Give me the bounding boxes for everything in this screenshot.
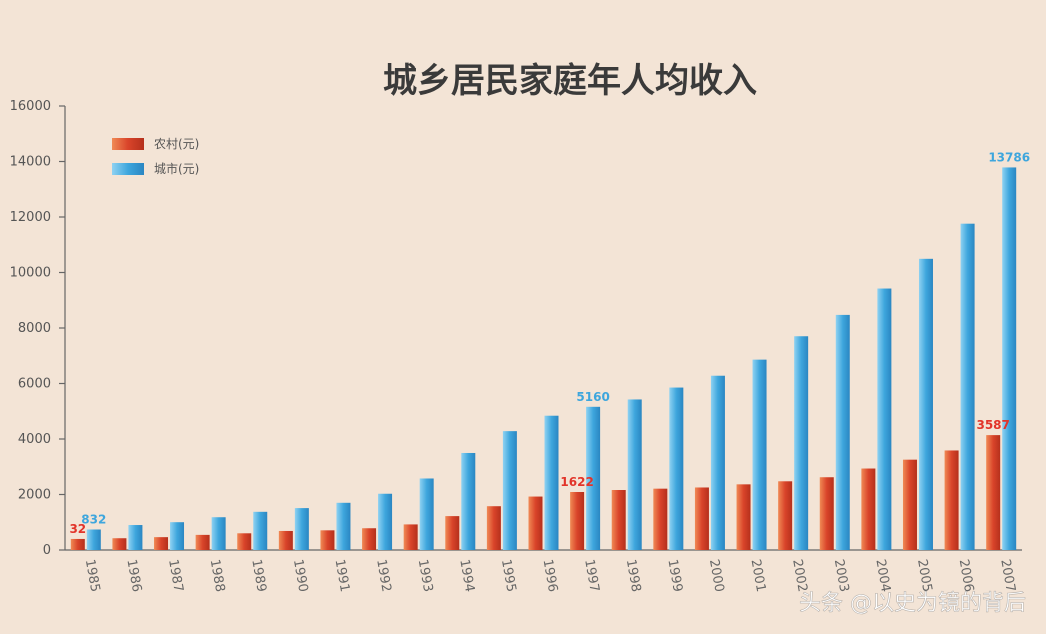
y-tick-label: 2000	[18, 488, 51, 503]
x-tick-label: 1996	[540, 558, 561, 593]
bar-urban-1986	[128, 525, 143, 550]
bar-rural-2001	[736, 484, 751, 550]
bar-urban-1997	[586, 406, 601, 550]
bar-rural-2003	[819, 477, 834, 550]
x-tick-label: 1998	[623, 558, 644, 593]
bar-rural-1986	[112, 538, 127, 550]
bar-urban-2003	[835, 314, 850, 550]
data-label-urban-2007: 13786	[988, 150, 1030, 164]
y-tick-label: 4000	[18, 432, 51, 447]
bar-rural-1995	[486, 506, 501, 550]
bar-urban-2000	[710, 375, 725, 550]
bar-urban-1990	[294, 508, 309, 550]
x-tick-label: 1987	[165, 558, 186, 593]
bar-urban-2001	[752, 359, 767, 550]
bar-rural-1989	[237, 533, 252, 550]
x-tick-label: 1989	[248, 558, 269, 593]
bar-rural-1997	[570, 492, 585, 550]
bar-rural-2000	[694, 487, 709, 550]
bar-rural-1993	[403, 524, 418, 550]
y-tick-label: 10000	[10, 266, 51, 281]
x-tick-label: 1995	[498, 558, 519, 593]
bar-rural-2005	[902, 459, 917, 550]
bar-urban-1996	[544, 415, 559, 550]
y-tick-label: 14000	[10, 155, 51, 170]
x-tick-label: 2002	[789, 558, 810, 593]
x-tick-label: 2004	[872, 558, 893, 593]
x-axis-ticks: 1985 1986 1987 1988 1989 1990 1991 1992 1993 1994…	[82, 558, 1018, 593]
bar-urban-1995	[502, 431, 517, 550]
x-tick-label: 2006	[956, 558, 977, 593]
bar-urban-1993	[419, 478, 434, 550]
bar-urban-2006	[960, 223, 975, 550]
bar-rural-1999	[653, 488, 668, 550]
bar-rural-1988	[195, 534, 210, 550]
x-tick-label: 1990	[290, 558, 311, 593]
y-axis-ticks: 0 2000 4000 6000 8000 10000 12000 14000 16000	[10, 99, 65, 558]
legend-label-urban: 城市(元)	[154, 161, 199, 176]
bar-rural-1987	[154, 537, 169, 550]
x-tick-label: 1986	[123, 558, 144, 593]
bar-rural-2007	[986, 435, 1001, 550]
watermark: 头条 @以史为镜的背后	[799, 591, 1026, 616]
bar-urban-1998	[627, 399, 642, 550]
bar-urban-2002	[794, 336, 809, 550]
bar-urban-1999	[669, 387, 684, 550]
bar-urban-1988	[211, 517, 226, 550]
bar-urban-1994	[461, 452, 476, 550]
legend-swatch-urban	[112, 163, 144, 175]
bars	[70, 167, 1017, 550]
bar-urban-1992	[378, 493, 393, 550]
x-tick-label: 2001	[748, 558, 769, 593]
bar-rural-2002	[778, 481, 793, 550]
data-label-urban-1997: 5160	[576, 390, 609, 404]
chart-title: 城乡居民家庭年人均收入	[383, 61, 757, 101]
data-label-rural-2007: 3587	[976, 418, 1009, 432]
data-label-rural-1997: 1622	[560, 475, 593, 489]
bar-urban-1989	[253, 511, 268, 550]
bar-rural-1996	[528, 496, 543, 550]
x-tick-label: 1994	[456, 558, 477, 593]
legend-label-rural: 农村(元)	[154, 137, 199, 151]
bar-urban-1987	[170, 522, 185, 550]
y-tick-label: 12000	[10, 210, 51, 225]
x-tick-label: 2003	[831, 558, 852, 593]
x-tick-label: 1985	[82, 558, 103, 593]
bar-urban-2007	[1002, 167, 1017, 550]
bar-urban-1991	[336, 502, 351, 550]
x-tick-label: 1988	[207, 558, 228, 593]
x-tick-label: 1991	[332, 558, 353, 593]
bar-urban-2004	[877, 288, 892, 550]
bar-rural-2006	[944, 450, 959, 550]
x-tick-label: 1993	[415, 558, 436, 593]
x-tick-label: 1997	[581, 558, 602, 593]
y-tick-label: 8000	[18, 321, 51, 336]
y-tick-label: 16000	[10, 99, 51, 114]
data-label-rural-1985: 32	[69, 522, 86, 536]
bar-rural-2004	[861, 468, 876, 550]
legend: 农村(元) 城市(元)	[112, 137, 199, 176]
y-tick-label: 0	[43, 543, 51, 558]
bar-urban-1985	[86, 529, 101, 550]
x-tick-label: 1999	[664, 558, 685, 593]
bar-rural-1991	[320, 530, 335, 550]
bar-rural-1994	[445, 516, 460, 550]
y-tick-label: 6000	[18, 377, 51, 392]
x-tick-label: 1992	[373, 558, 394, 593]
bar-rural-1992	[362, 528, 377, 550]
x-tick-label: 2000	[706, 558, 727, 593]
bar-rural-1990	[278, 530, 293, 550]
bar-rural-1985	[70, 538, 85, 550]
bar-rural-1998	[611, 490, 626, 550]
bar-urban-2005	[918, 258, 933, 550]
x-tick-label: 2005	[914, 558, 935, 593]
legend-swatch-rural	[112, 138, 144, 150]
x-tick-label: 2007	[997, 558, 1018, 593]
data-label-urban-1985: 832	[81, 512, 106, 526]
